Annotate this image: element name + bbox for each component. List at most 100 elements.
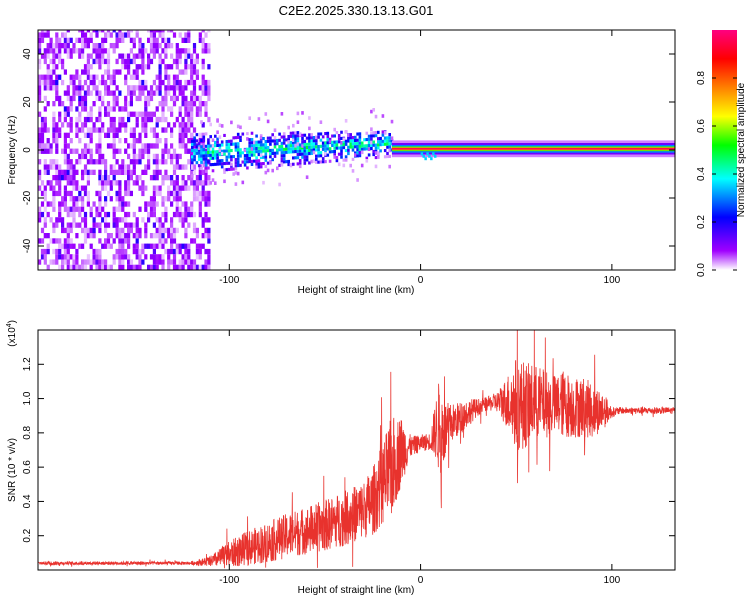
spectrogram-cell [301, 149, 304, 153]
spectrogram-cell [253, 153, 256, 157]
spectrogram-cell [104, 106, 108, 112]
spectrogram-cell [335, 140, 339, 144]
spectrogram-cell [72, 79, 76, 86]
spectrogram-cell [184, 37, 188, 43]
spectrogram-cell [72, 243, 76, 249]
spectrogram-cell [340, 146, 343, 150]
spectrogram-cell [118, 106, 122, 112]
spectrogram-cell [127, 69, 131, 75]
spectrogram-cell [344, 142, 348, 146]
spectrogram-cell [207, 166, 210, 170]
spectrogram-cell [83, 95, 88, 102]
spectrogram-cell [38, 85, 42, 91]
spectrogram-cell [195, 243, 199, 249]
spectrogram-cell [95, 48, 99, 54]
spectrogram-cell [129, 95, 133, 102]
spectrogram-cell [43, 85, 47, 91]
spectrogram-cell [98, 196, 102, 202]
spectrogram-cell [223, 170, 226, 174]
spectrogram-cell [172, 148, 177, 154]
spectrogram-cell [232, 172, 235, 176]
spectrogram-cell [201, 185, 205, 191]
spectrogram-cell [121, 122, 125, 128]
spectrogram-cell [227, 161, 231, 165]
spectrogram-cell [250, 162, 254, 166]
spectrogram-cell [204, 101, 208, 107]
spectrogram-cell [66, 153, 70, 160]
spectrogram-cell [164, 127, 168, 133]
spectrogram-cell [81, 169, 85, 175]
spectrogram-cell [248, 156, 251, 160]
spectrogram-cell [141, 69, 145, 75]
spectrogram-cell [167, 153, 171, 160]
spectrogram-cell [292, 138, 295, 143]
spectrogram-cell [193, 136, 196, 140]
spectrogram-cell [38, 143, 42, 149]
spectrogram-cell [58, 169, 62, 175]
spectrogram-cell [333, 153, 336, 157]
spectrogram-cell [141, 43, 145, 49]
spectrogram-cell [207, 48, 211, 54]
spectrogram-cell [187, 206, 191, 212]
spectrogram-cell [78, 211, 82, 218]
spectrogram-cell [250, 131, 254, 135]
spectrogram-cell [83, 259, 88, 265]
spectrogram-cell [92, 122, 96, 128]
spectrogram-cell [52, 164, 56, 170]
spectrogram-cell [118, 238, 122, 244]
spectrogram-cell [75, 248, 79, 255]
spectrogram-cell [296, 156, 300, 160]
spectrogram-cell [43, 127, 47, 133]
spectrogram-cell [127, 259, 131, 265]
spectrogram-cell [129, 127, 133, 133]
spectrogram-cell [202, 138, 206, 142]
spectrogram-cell [52, 159, 56, 165]
spectrogram-cell [223, 149, 226, 153]
spectrogram-cell [92, 254, 96, 260]
spectrogram-cell [216, 156, 219, 160]
spectrogram-cell [69, 95, 73, 102]
spectrogram-cell [101, 43, 105, 49]
spectrogram-cell [43, 185, 47, 191]
spectrogram-cell [377, 143, 380, 147]
spectrogram-cell [104, 132, 108, 138]
spectrogram-cell [112, 206, 116, 212]
spectrogram-cell [259, 165, 263, 169]
spectrogram-cell [164, 90, 168, 96]
spectrogram-cell [81, 206, 85, 212]
spectrogram-cell [175, 48, 179, 54]
spectrogram-cell [138, 132, 142, 138]
spectrogram-cell [204, 196, 208, 202]
spectrogram-cell [83, 143, 88, 149]
spectrogram-cell [209, 150, 212, 154]
spectrogram-cell [101, 159, 105, 165]
spectrogram-cell [129, 132, 133, 138]
spectrogram-cell [271, 158, 274, 162]
spectrogram-cell [158, 74, 162, 80]
spectrogram-cell [155, 159, 159, 165]
spectrogram-cell [294, 137, 297, 141]
spectrogram-cell [192, 196, 197, 202]
spectrogram-cell [195, 69, 199, 75]
spectrogram-cell [127, 116, 131, 123]
spectrogram-cell [69, 74, 73, 80]
spectrogram-cell [101, 153, 105, 160]
spectrogram-cell [246, 150, 249, 154]
snr-multiplier-exp: 4 [6, 323, 13, 327]
spectrogram-cell [138, 264, 142, 270]
spectrogram-cell [104, 222, 108, 228]
spectrogram-cell [209, 156, 212, 160]
spectrogram-cell [112, 122, 116, 128]
spectrogram-cell [104, 32, 108, 38]
spectrogram-cell [269, 139, 272, 143]
spectrogram-cell [344, 155, 348, 159]
spectrogram-cell [135, 111, 139, 117]
spectrogram-cell [63, 48, 67, 54]
spectrogram-cell [135, 85, 139, 91]
spectrogram-cell [172, 169, 177, 175]
spectrogram-cell [298, 159, 302, 163]
spectrogram-cell [55, 43, 59, 49]
spectrogram-cell [121, 206, 125, 212]
spectrogram-cell [86, 190, 90, 197]
spectrogram-cell [101, 53, 105, 59]
